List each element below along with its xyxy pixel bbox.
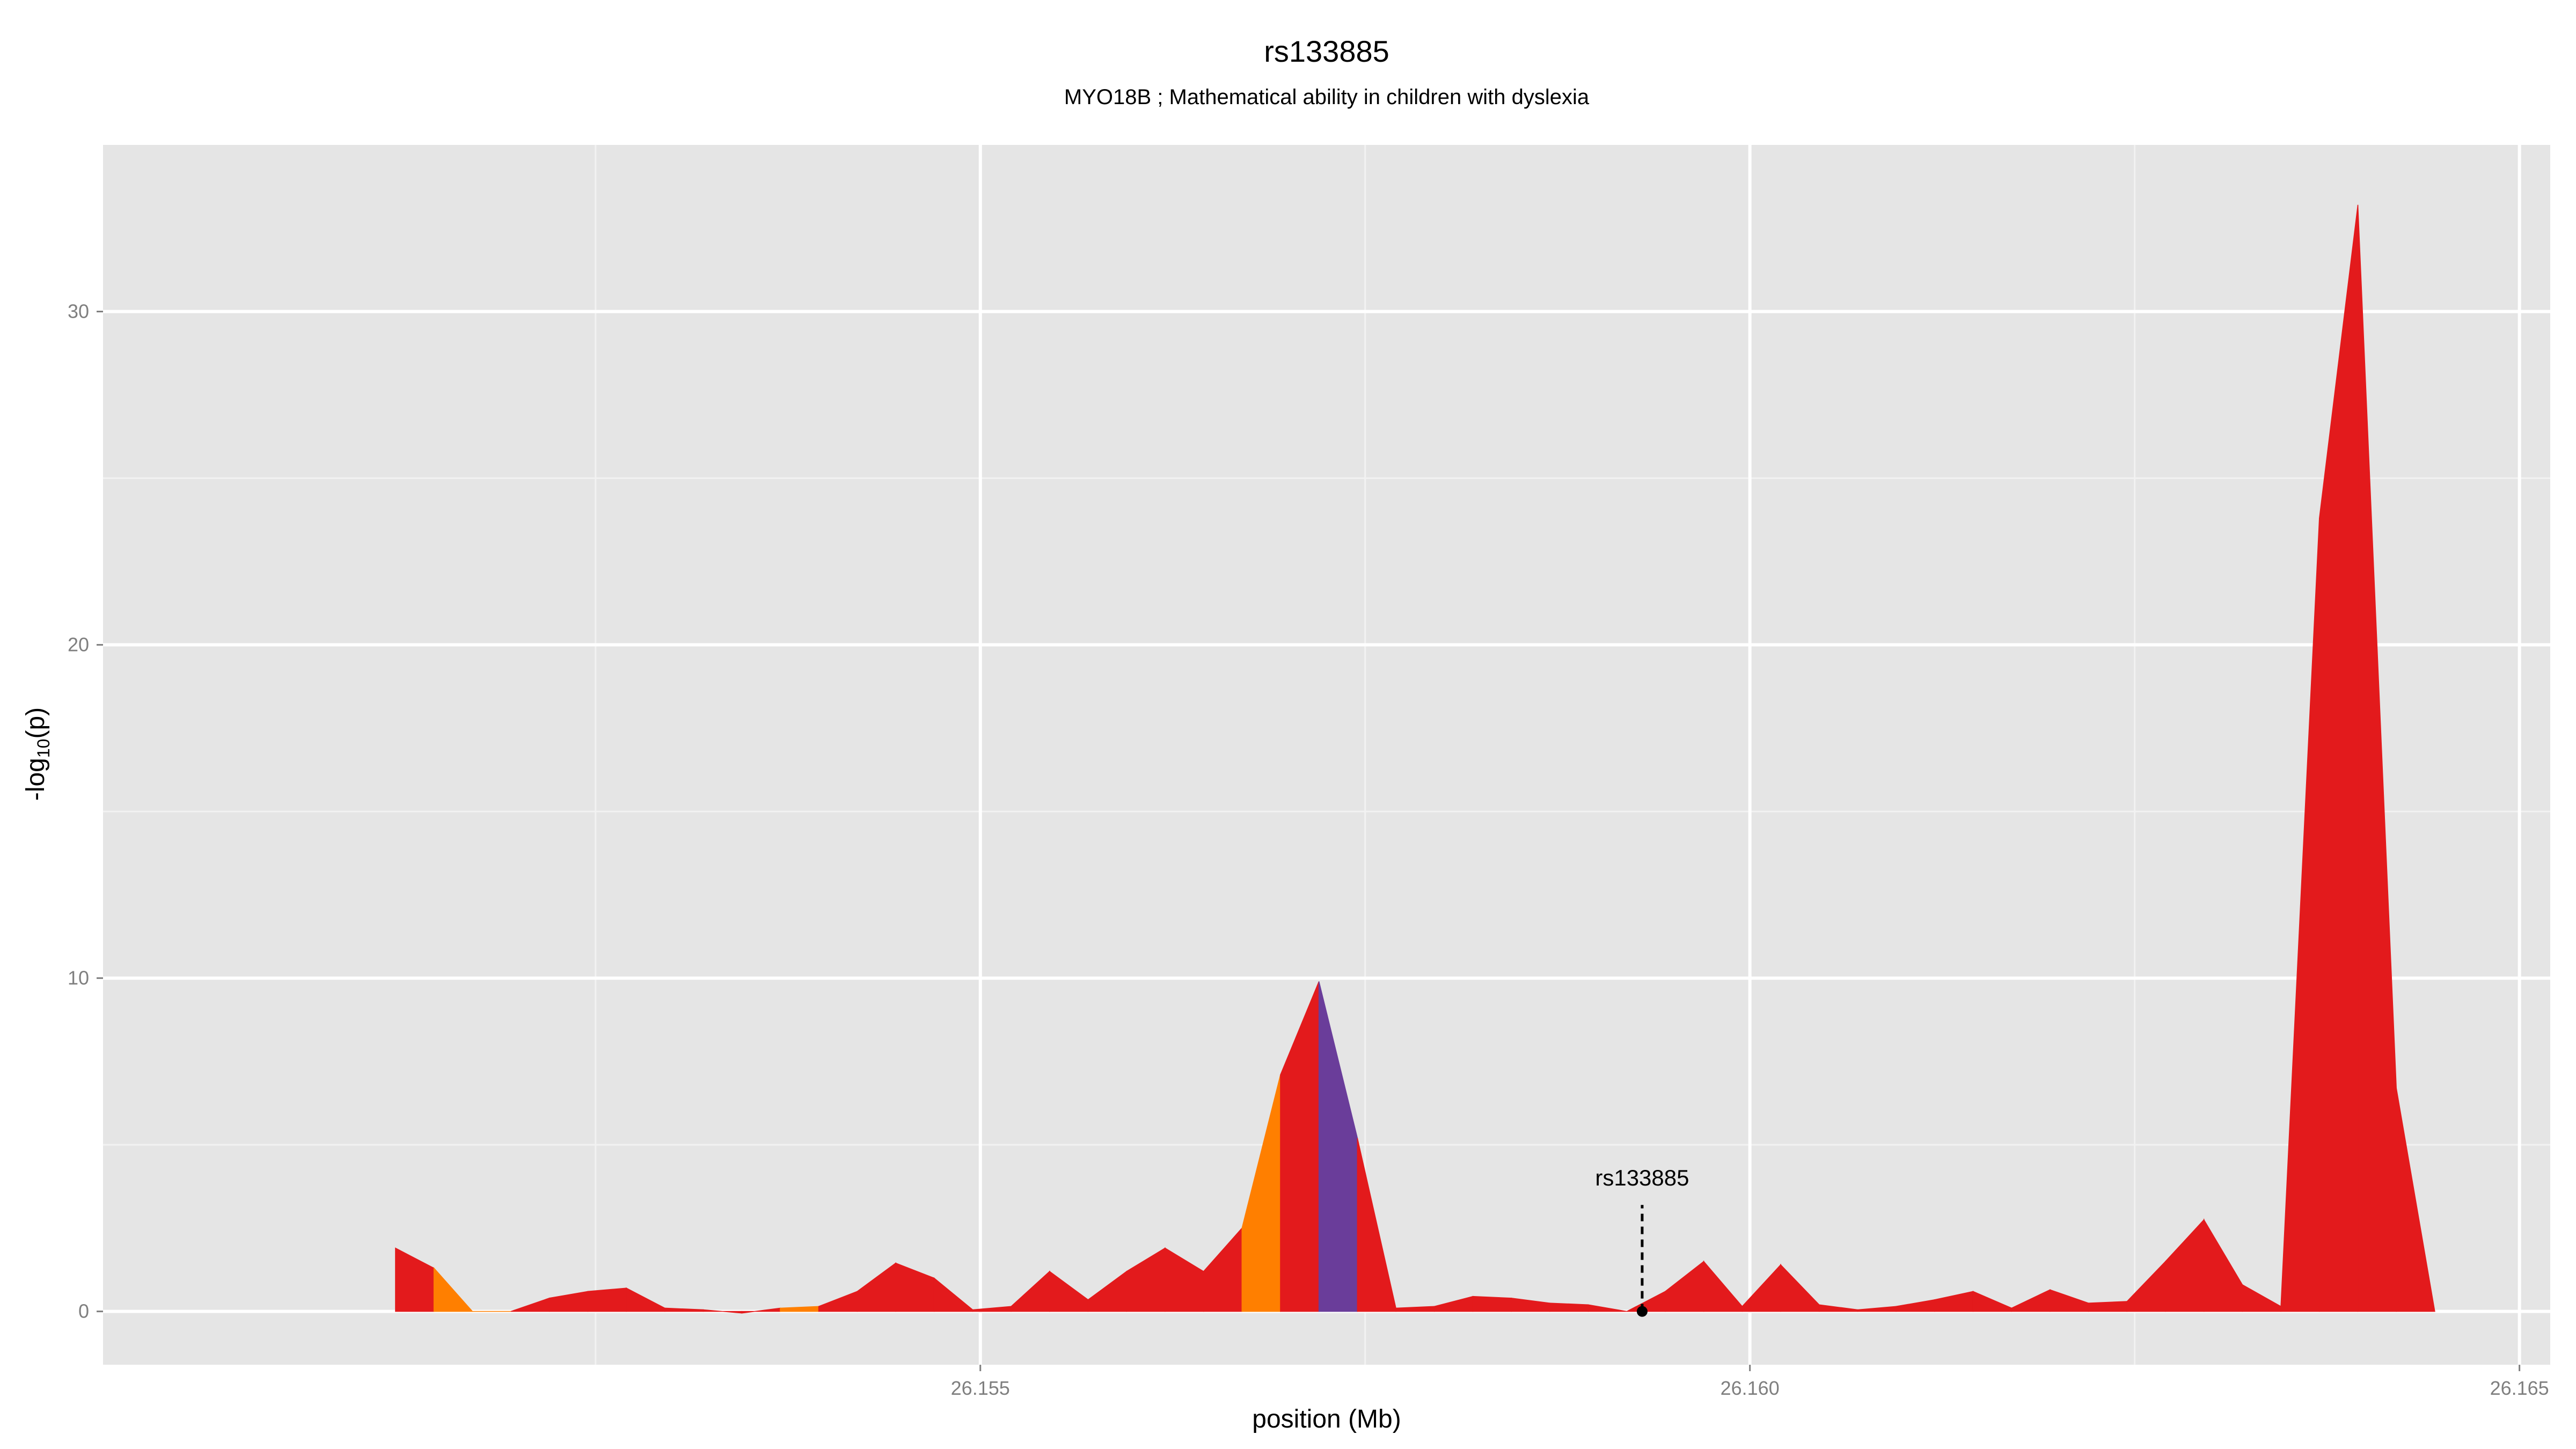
area-segment: [587, 1287, 627, 1312]
y-axis: 0 10 20 30: [68, 301, 103, 1322]
x-tick-label: 26.165: [2490, 1377, 2549, 1399]
area-segment: [2396, 1088, 2435, 1312]
area-segment: [1472, 1296, 1512, 1312]
area-segment: [1587, 1304, 1627, 1312]
x-axis-title: position (Mb): [1252, 1405, 1401, 1433]
x-tick-label: 26.155: [951, 1377, 1010, 1399]
area-segment: [2088, 1301, 2128, 1312]
y-tick-label: 0: [78, 1300, 89, 1322]
y-axis-title: -log10(p): [21, 707, 53, 801]
y-tick-label: 30: [68, 301, 89, 323]
area-segment: [433, 1267, 473, 1312]
chart-title: rs133885: [1264, 34, 1389, 68]
x-tick-label: 26.160: [1721, 1377, 1780, 1399]
y-axis-title-tail: (p): [21, 707, 50, 739]
y-tick-label: 20: [68, 634, 89, 656]
area-segment: [1549, 1302, 1589, 1312]
chart-subtitle: MYO18B ; Mathematical ability in childre…: [1064, 85, 1590, 109]
y-axis-title-subscript: 10: [34, 739, 53, 758]
annotation-label: rs133885: [1595, 1165, 1689, 1190]
annotation-point: [1636, 1306, 1648, 1317]
x-axis: 26.155 26.160 26.165: [951, 1365, 2549, 1399]
y-tick-label: 10: [68, 967, 89, 989]
plot-panel: rs133885: [103, 145, 2550, 1365]
y-axis-title-main: -log: [21, 758, 50, 801]
